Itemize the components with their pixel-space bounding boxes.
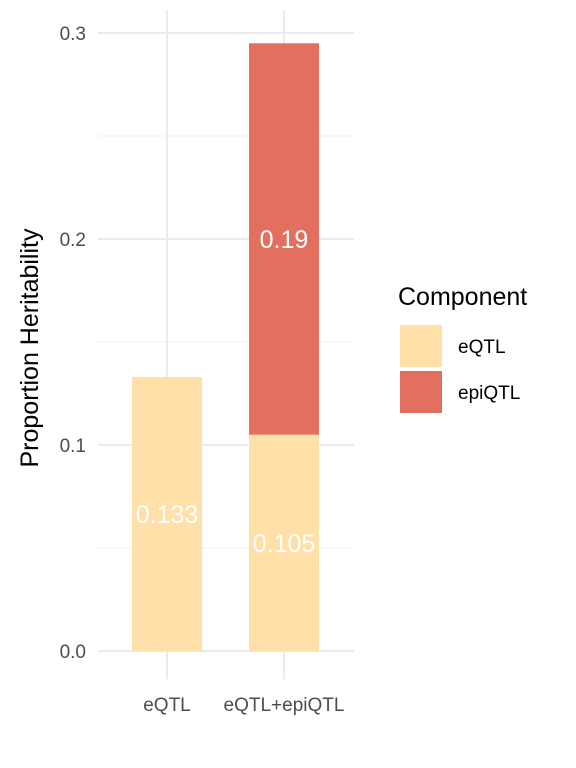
data-label-eqtl-0: 0.133 <box>136 501 199 529</box>
y-tick-label-2: 0.2 <box>60 230 86 251</box>
legend-label-epiqtl: epiQTL <box>458 383 520 404</box>
y-tick-labels: 0.0 0.1 0.2 0.3 <box>60 24 86 663</box>
legend-title: Component <box>398 283 527 311</box>
y-tick-label-1: 0.1 <box>60 436 86 457</box>
legend-label-eqtl: eQTL <box>458 337 506 358</box>
y-tick-label-3: 0.3 <box>60 24 86 45</box>
bar-eqtl-0 <box>132 377 202 651</box>
x-tick-labels: eQTL eQTL+epiQTL <box>143 695 344 716</box>
y-tick-label-0: 0.0 <box>60 642 86 663</box>
bar-epiqtl-1 <box>249 43 319 435</box>
x-tick-label-1: eQTL+epiQTL <box>224 695 345 716</box>
legend: Component eQTL epiQTL <box>398 283 527 413</box>
bars <box>132 43 319 651</box>
data-label-epiqtl-1: 0.19 <box>260 226 309 254</box>
legend-key-epiqtl <box>400 371 442 413</box>
bar-eqtl-1 <box>249 434 319 651</box>
legend-key-eqtl <box>400 325 442 367</box>
data-label-eqtl-1: 0.105 <box>253 530 316 558</box>
x-tick-label-0: eQTL <box>143 695 191 716</box>
data-labels: 0.133 0.105 0.19 <box>136 226 316 558</box>
y-axis-label: Proportion Heritability <box>16 228 44 467</box>
